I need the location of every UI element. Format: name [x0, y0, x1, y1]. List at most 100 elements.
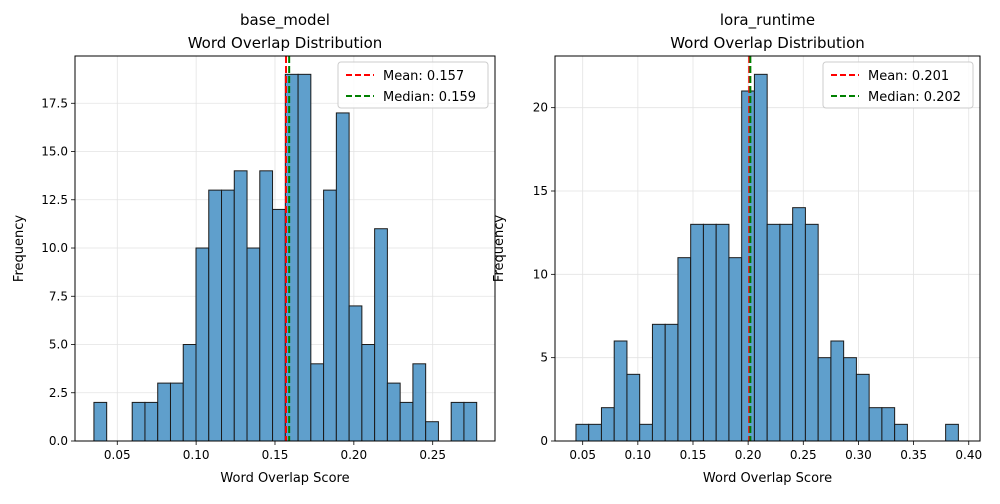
- histogram-bar: [131, 401, 146, 442]
- x-tick-label: 0.30: [845, 448, 872, 462]
- histogram-bar: [715, 223, 730, 442]
- histogram-bar: [169, 382, 184, 442]
- x-tick-label: 0.25: [790, 448, 817, 462]
- y-tick-label: 10.0: [41, 241, 68, 255]
- y-tick-label: 15.0: [41, 145, 68, 159]
- histogram-bar: [843, 357, 857, 442]
- histogram-bar: [626, 373, 641, 442]
- y-tick-label: 0: [540, 434, 548, 448]
- y-tick-label: 15: [533, 184, 548, 198]
- histogram-bar: [297, 73, 312, 442]
- histogram-bar: [425, 421, 439, 442]
- y-tick-label: 10: [533, 267, 548, 281]
- y-tick-label: 17.5: [41, 96, 68, 110]
- x-tick-label: 0.35: [900, 448, 927, 462]
- legend-box: [337, 61, 489, 109]
- x-axis-label: Word Overlap Score: [220, 471, 349, 486]
- x-tick-label: 0.25: [419, 448, 446, 462]
- histogram-bar: [450, 401, 465, 442]
- x-tick-label: 0.05: [569, 448, 596, 462]
- legend: Mean: 0.157 Median: 0.159: [337, 61, 489, 109]
- histogram-bar: [575, 423, 590, 442]
- chart-0: base_model Word Overlap Distribution 0.05 0…: [12, 11, 496, 486]
- x-tick-label: 0.40: [955, 448, 982, 462]
- legend-mean-label: Mean: 0.157: [383, 69, 464, 84]
- histogram-bar: [779, 223, 794, 442]
- histogram-bar: [690, 223, 704, 442]
- histogram-bar: [182, 344, 197, 442]
- y-tick-label: 5.0: [49, 338, 68, 352]
- chart-subtitle: Word Overlap Distribution: [670, 34, 865, 52]
- axes-frame: [74, 55, 496, 442]
- x-axis-label: Word Overlap Score: [703, 471, 832, 486]
- histogram-bar: [753, 73, 768, 442]
- histogram-bar: [881, 407, 896, 442]
- histogram-bar: [412, 363, 427, 442]
- histogram-bar: [93, 401, 108, 442]
- histogram-bar: [144, 401, 159, 442]
- histogram-bar: [651, 323, 666, 442]
- axes-frame: [554, 55, 981, 442]
- histogram-bar: [868, 407, 883, 442]
- histogram-bar: [323, 189, 337, 442]
- histogram-bar: [702, 223, 717, 442]
- histogram-bar: [335, 112, 350, 442]
- histogram-bar: [792, 207, 806, 442]
- histogram-bar: [664, 323, 679, 442]
- y-tick-label: 2.5: [49, 386, 68, 400]
- histogram-bar: [233, 170, 248, 442]
- histogram-bar: [728, 257, 743, 442]
- legend: Mean: 0.201 Median: 0.202: [822, 61, 974, 109]
- histogram-bar: [399, 401, 414, 442]
- legend-mean-label: Mean: 0.201: [868, 69, 949, 84]
- histogram-bar: [804, 223, 819, 442]
- chart-title: lora_runtime: [720, 11, 815, 30]
- histogram-bar: [386, 382, 401, 442]
- histogram-bar: [855, 373, 870, 442]
- histogram-bar: [588, 423, 602, 442]
- histogram-bar: [600, 407, 615, 442]
- x-tick-label: 0.10: [183, 448, 210, 462]
- legend-median-label: Median: 0.202: [868, 90, 961, 105]
- x-tick-label: 0.10: [624, 448, 651, 462]
- y-tick-label: 7.5: [49, 289, 68, 303]
- histogram-bar: [272, 208, 286, 442]
- y-axis-label: Frequency: [12, 215, 27, 282]
- histogram-bar: [830, 340, 845, 442]
- histogram-bar: [374, 228, 388, 442]
- histogram-bar: [195, 247, 210, 442]
- x-tick-label: 0.15: [680, 448, 707, 462]
- legend-box: [822, 61, 974, 109]
- chart-subtitle: Word Overlap Distribution: [188, 34, 383, 52]
- x-tick-label: 0.20: [735, 448, 762, 462]
- histogram-bar: [613, 340, 628, 442]
- histogram-bar: [894, 423, 908, 442]
- chart-title: base_model: [240, 11, 330, 30]
- histogram-bar: [221, 189, 235, 442]
- histogram-bar: [639, 423, 653, 442]
- histogram-bar: [677, 257, 692, 442]
- y-tick-label: 0.0: [49, 434, 68, 448]
- histogram-bar: [361, 344, 376, 442]
- histogram-bar: [766, 223, 781, 442]
- y-axis-label: Frequency: [492, 215, 507, 282]
- histogram-bar: [284, 73, 299, 442]
- y-tick-label: 5: [540, 351, 548, 365]
- y-tick-label: 12.5: [41, 193, 68, 207]
- chart-1: lora_runtime Word Overlap Distribution 0.0…: [492, 11, 982, 486]
- histogram-bar: [157, 382, 171, 442]
- histogram-bar: [310, 363, 325, 442]
- histogram-bar: [817, 357, 832, 442]
- x-tick-label: 0.15: [262, 448, 289, 462]
- histogram-bar: [259, 170, 274, 442]
- y-tick-label: 20: [533, 101, 548, 115]
- histogram-bar: [463, 401, 478, 442]
- histogram-bar: [208, 189, 223, 442]
- x-tick-label: 0.05: [104, 448, 131, 462]
- histogram-bar: [945, 423, 959, 442]
- legend-median-label: Median: 0.159: [383, 90, 476, 105]
- histogram-bar: [246, 247, 261, 442]
- histogram-bar: [348, 305, 363, 442]
- x-tick-label: 0.20: [340, 448, 367, 462]
